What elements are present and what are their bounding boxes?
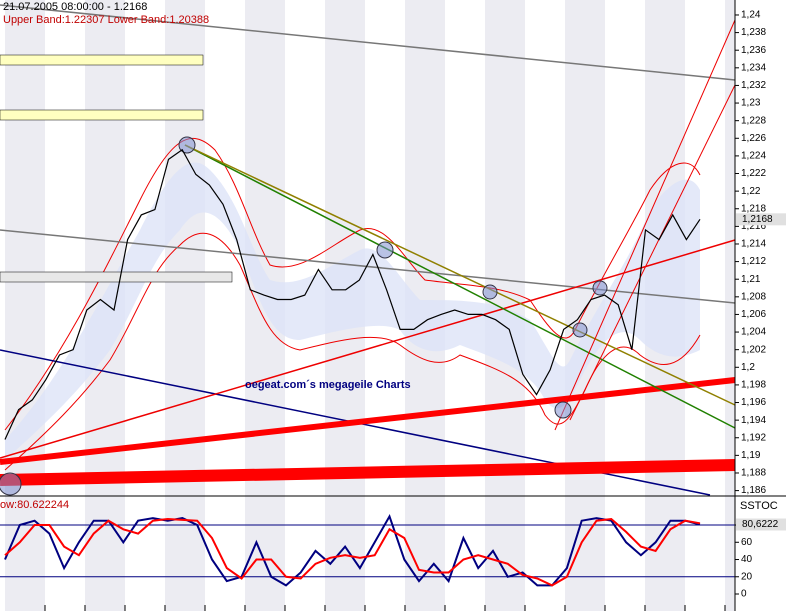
pivot-marker [572, 322, 588, 338]
last-value-label: 80,6222 [742, 519, 779, 530]
y-tick-label: 1,232 [741, 80, 766, 91]
last-value-box [736, 518, 786, 531]
y-tick-label: 1,192 [741, 432, 766, 443]
y-tick-label: 1,194 [741, 415, 766, 426]
pivot-marker [554, 401, 572, 419]
trend-line [0, 4, 736, 81]
y-tick-label: 1,226 [741, 133, 766, 144]
axis-bg [735, 0, 786, 611]
y-tick-label: 1,208 [741, 291, 766, 302]
y-tick-label: 1,186 [741, 485, 766, 496]
series-line [4, 517, 701, 587]
y-tick-label: 20 [741, 571, 753, 582]
indicator-label: ow:80.622244 [0, 499, 69, 511]
y-tick-label: 1,202 [741, 344, 766, 355]
y-tick-label: 1,206 [741, 309, 766, 320]
y-tick-label: 40 [741, 554, 753, 565]
zone-box [0, 54, 204, 66]
y-tick-label: 1,196 [741, 397, 766, 408]
last-value-label: 1,2168 [742, 214, 773, 225]
y-tick-label: 60 [741, 537, 753, 548]
annotation: oegeat.com´s megageile Charts [245, 379, 411, 391]
y-tick-label: 1,23 [741, 98, 761, 109]
y-tick-label: 1,188 [741, 468, 766, 479]
header: 21.07.2005 08:00:00 - 1.2168 [3, 1, 147, 13]
y-tick-label: 1,236 [741, 45, 766, 56]
y-tick-label: 1,238 [741, 27, 766, 38]
y-tick-label: 0 [741, 589, 747, 600]
y-tick-label: 1,24 [741, 10, 761, 21]
y-tick-label: 1,216 [741, 221, 766, 232]
trend-line [0, 459, 736, 486]
zone-box [0, 271, 233, 283]
trend-line [184, 144, 736, 406]
y-tick-label: 1,222 [741, 168, 766, 179]
time-band [565, 0, 605, 611]
pivot-marker [178, 136, 196, 154]
plot [0, 148, 735, 587]
y-tick-label: 1,19 [741, 450, 761, 461]
channel-line [554, 19, 736, 431]
time-band [165, 0, 205, 611]
trend-line [0, 377, 736, 465]
panel-title: SSTOC [740, 500, 778, 512]
y-tick-label: 1,198 [741, 380, 766, 391]
pivot-marker [482, 284, 498, 300]
trend-line [0, 239, 736, 459]
layout-shapes [0, 4, 736, 496]
pivot-marker [592, 280, 608, 296]
channel-line [569, 84, 736, 421]
last-value-box [736, 213, 786, 226]
bollinger-fill [5, 162, 700, 460]
y-tick-label: 1,21 [741, 274, 761, 285]
trend-line [0, 229, 736, 304]
time-band [5, 0, 45, 611]
pivot-marker [376, 241, 394, 259]
y-tick-label: 1,22 [741, 186, 761, 197]
y-tick-label: 1,214 [741, 239, 766, 250]
y-tick-label: 1,218 [741, 203, 766, 214]
series-line [4, 148, 701, 440]
y-tick-label: 1,204 [741, 327, 766, 338]
pivot-marker [0, 472, 22, 496]
y-tick-label: 1,2 [741, 362, 755, 373]
y-tick-label: 1,234 [741, 62, 766, 73]
y-tick-label: 1,228 [741, 115, 766, 126]
trend-line [184, 144, 736, 429]
y-tick-label: 1,224 [741, 151, 766, 162]
zone-box [0, 109, 204, 121]
bands-label: Upper Band:1.22307 Lower Band:1.20388 [3, 14, 209, 26]
y-tick-label: 1,212 [741, 256, 766, 267]
axis: 1,186 1,188 1,19 1,192 1,194 1,196 1,198 1,2 1,2… [735, 10, 786, 600]
